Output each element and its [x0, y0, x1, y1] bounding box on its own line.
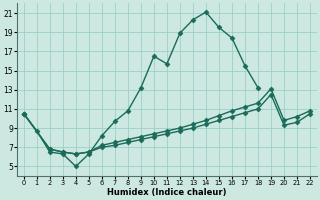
X-axis label: Humidex (Indice chaleur): Humidex (Indice chaleur)	[107, 188, 227, 197]
